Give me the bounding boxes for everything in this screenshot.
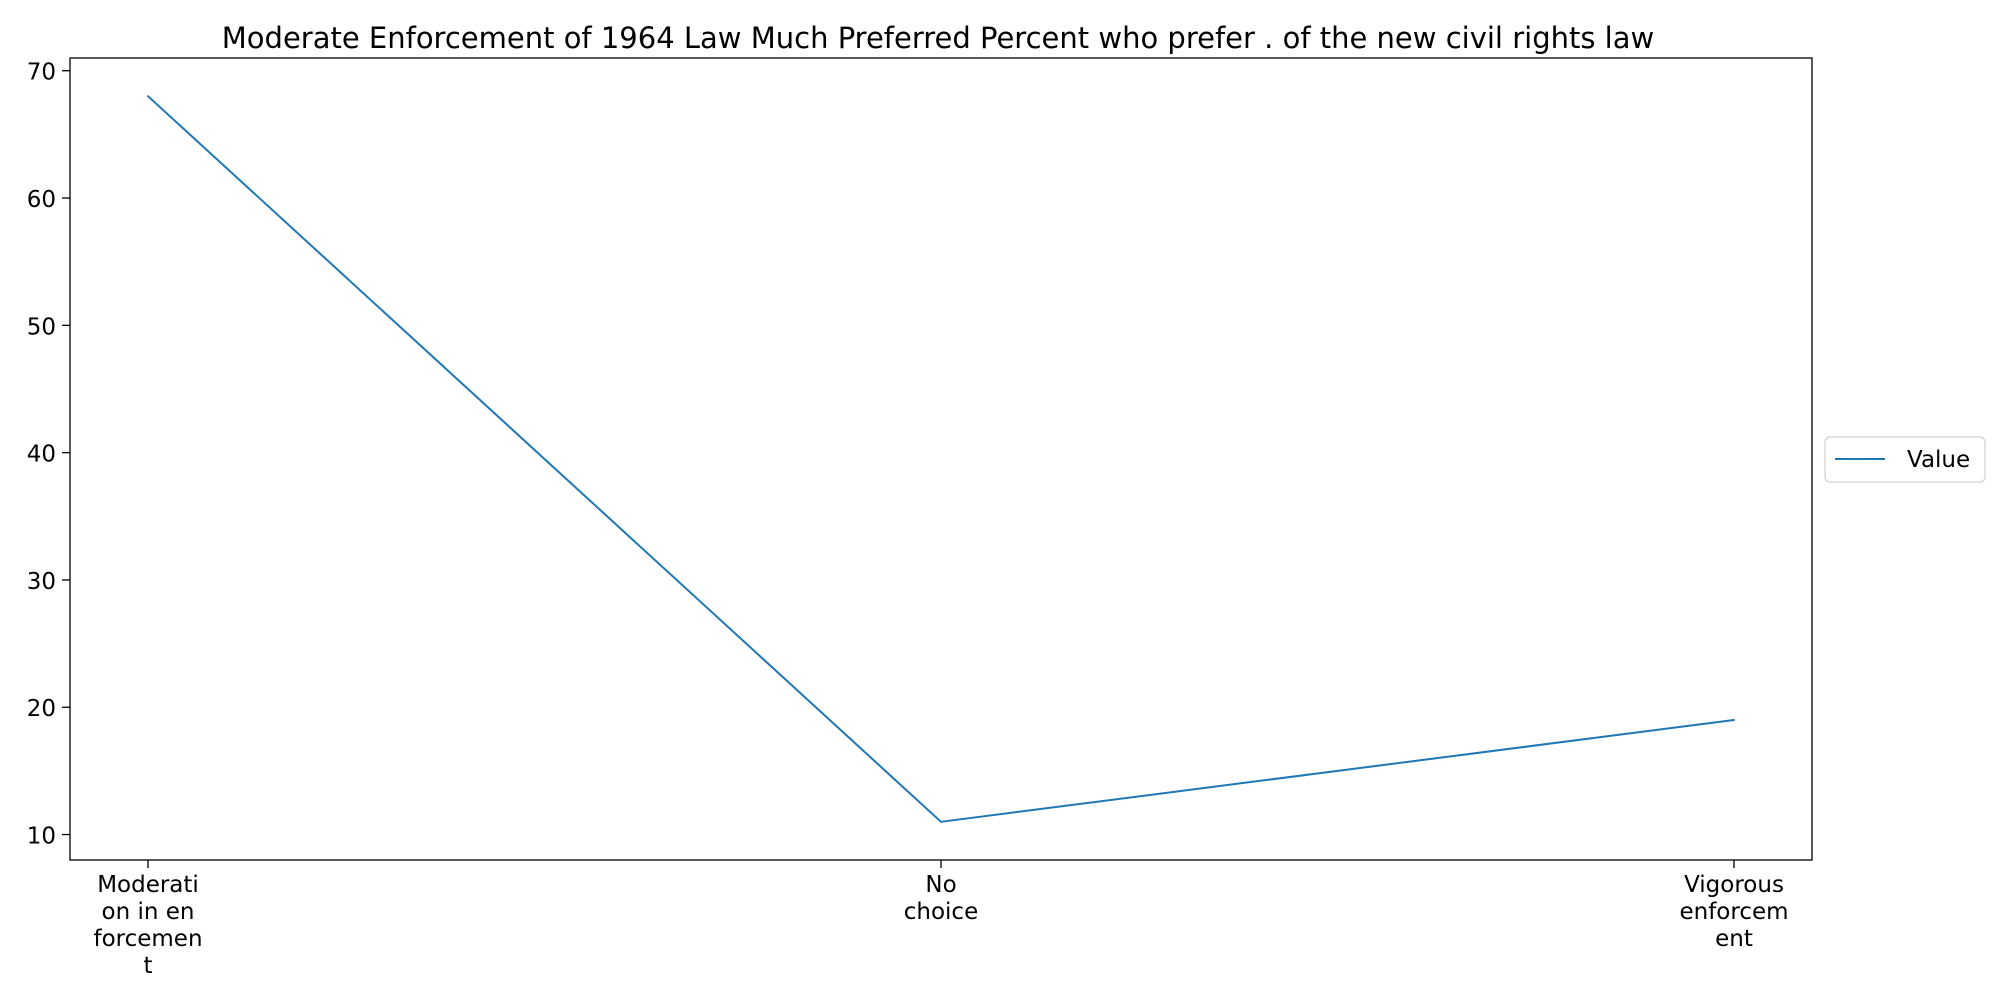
y-tick-label: 20 xyxy=(27,696,56,722)
x-tick-label: Vigorous enforcem ent xyxy=(1679,872,1788,952)
legend: Value xyxy=(1824,436,1986,483)
chart-title: Moderate Enforcement of 1964 Law Much Pr… xyxy=(222,21,1654,55)
y-tick-label: 70 xyxy=(27,60,56,86)
legend-box xyxy=(1824,436,1986,483)
legend-label: Value xyxy=(1907,447,1970,473)
y-axis: 10 20 30 40 50 60 70 xyxy=(27,60,70,850)
x-tick-label: Moderati on in en forcemen t xyxy=(93,872,202,979)
y-tick-label: 50 xyxy=(27,314,56,340)
x-axis: Moderati on in en forcemen t No choice Vigorou… xyxy=(93,860,1789,979)
y-tick-label: 30 xyxy=(27,569,56,595)
y-tick-label: 40 xyxy=(27,442,56,468)
series-line xyxy=(147,95,1735,823)
series-layer xyxy=(147,95,1735,823)
y-tick-label: 60 xyxy=(27,187,56,213)
x-tick-label: No choice xyxy=(904,872,978,925)
y-tick-label: 10 xyxy=(27,824,56,850)
